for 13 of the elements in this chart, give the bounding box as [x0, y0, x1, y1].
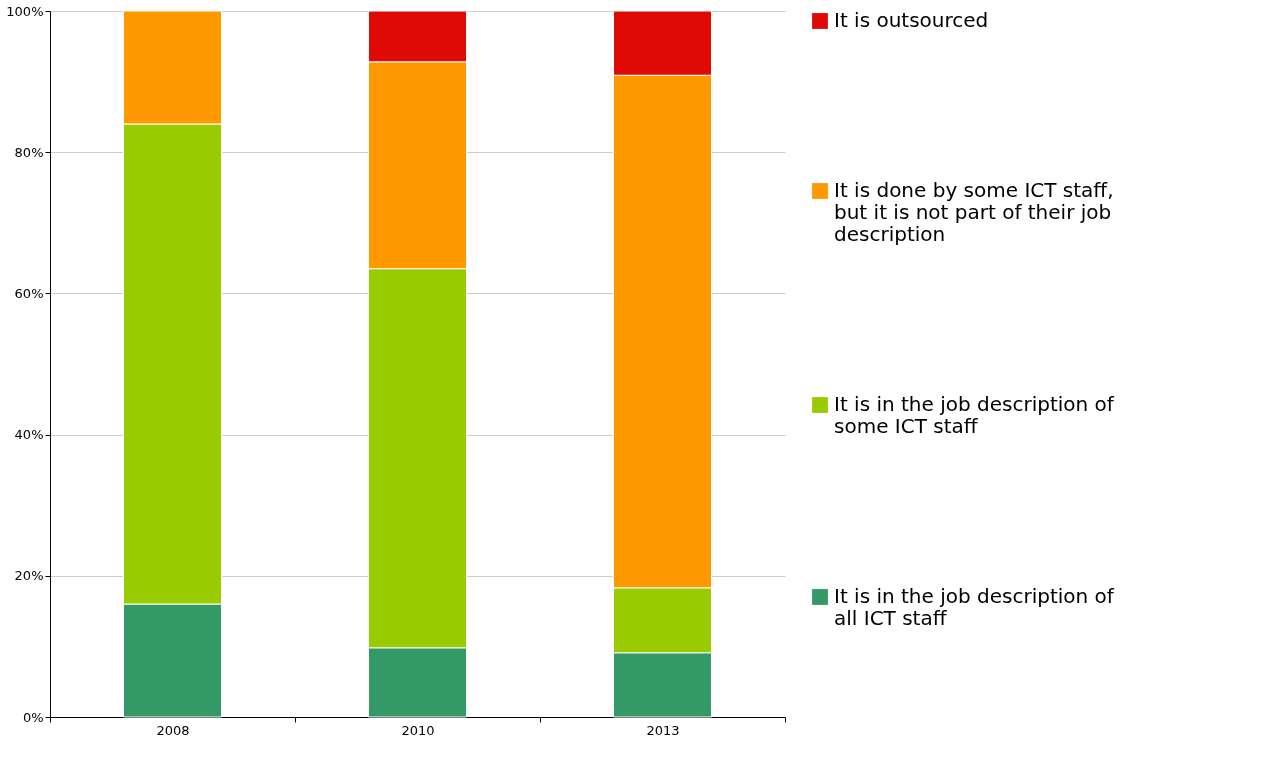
legend-label: It is in the job description of all ICT staff	[834, 584, 1115, 630]
x-tick-label: 2010	[401, 722, 435, 738]
legend-label: It is in the job description of some ICT staff	[834, 392, 1115, 438]
legend-label: It is done by some ICT staff, but it is not part of their job description	[834, 178, 1114, 246]
y-tick-label: 0%	[22, 709, 44, 725]
y-tick-label: 40%	[14, 427, 44, 443]
y-tick-label: 80%	[14, 144, 44, 160]
y-tick-label: 100%	[6, 3, 44, 19]
y-tick-label: 60%	[14, 285, 44, 301]
legend-label: It is outsourced	[834, 8, 989, 32]
x-tick-label: 2008	[156, 722, 190, 738]
x-tick-label: 2013	[646, 722, 680, 738]
y-tick-label: 20%	[14, 568, 44, 584]
